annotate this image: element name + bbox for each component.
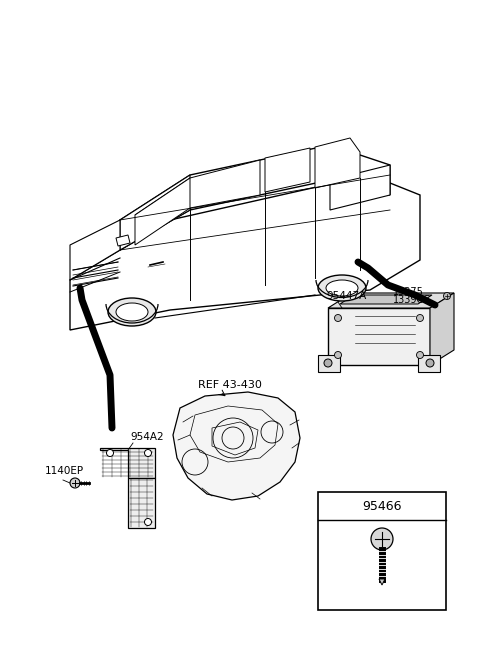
Polygon shape [100,448,155,478]
Circle shape [144,449,152,457]
Circle shape [107,449,113,457]
Text: 13375: 13375 [393,287,424,297]
Polygon shape [328,293,454,308]
Text: 1140EP: 1140EP [45,466,84,476]
Polygon shape [135,178,190,245]
Circle shape [70,478,80,488]
Polygon shape [318,355,340,372]
Circle shape [444,293,451,300]
Polygon shape [265,148,310,192]
Ellipse shape [318,275,366,301]
Circle shape [324,359,332,367]
Text: 954A2: 954A2 [130,432,164,442]
Polygon shape [340,295,432,304]
Polygon shape [128,478,155,528]
Polygon shape [120,175,190,250]
Polygon shape [120,145,390,250]
Polygon shape [116,235,130,246]
Circle shape [144,518,152,525]
Polygon shape [418,355,440,372]
Circle shape [335,352,341,358]
Ellipse shape [108,298,156,326]
Polygon shape [135,160,260,215]
Circle shape [417,352,423,358]
Polygon shape [315,138,360,188]
Circle shape [335,314,341,321]
Circle shape [417,314,423,321]
Polygon shape [430,293,454,365]
Text: 95447A: 95447A [326,291,366,301]
Text: 95466: 95466 [362,501,402,514]
Polygon shape [70,175,420,330]
Ellipse shape [116,303,148,321]
Ellipse shape [326,280,358,296]
Polygon shape [70,220,120,280]
Polygon shape [173,392,300,500]
Circle shape [371,528,393,550]
Polygon shape [330,165,390,210]
Text: REF 43-430: REF 43-430 [198,380,262,390]
Text: 1339CC: 1339CC [393,295,431,305]
Bar [318,492,446,610]
Polygon shape [379,579,385,585]
Circle shape [426,359,434,367]
Polygon shape [328,308,430,365]
